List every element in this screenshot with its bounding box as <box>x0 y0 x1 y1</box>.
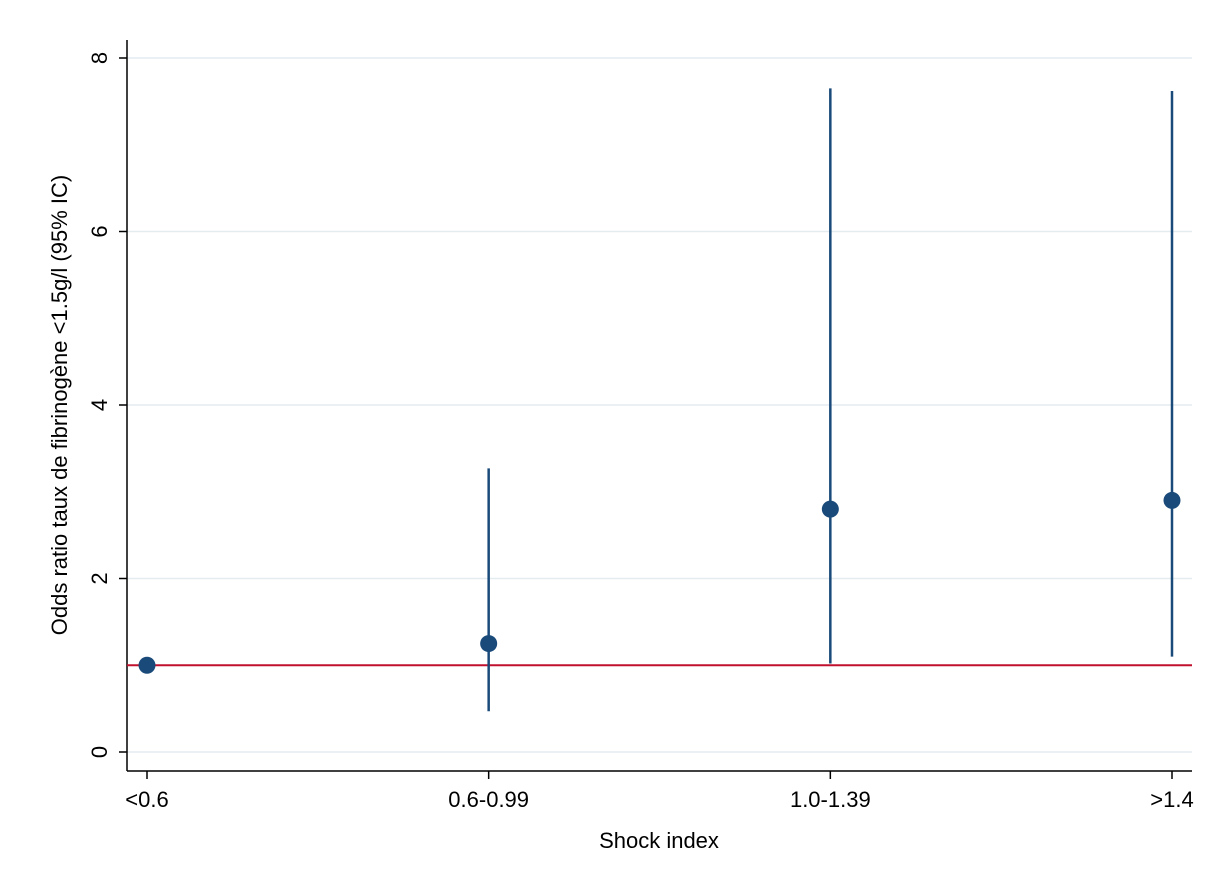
y-tick-label: 0 <box>87 746 112 758</box>
x-axis-title: Shock index <box>599 828 719 853</box>
x-tick-label: 0.6-0.99 <box>448 787 529 812</box>
data-point <box>1163 491 1181 509</box>
x-tick-label: <0.6 <box>125 787 168 812</box>
data-marks <box>138 88 1181 712</box>
data-point <box>480 635 498 653</box>
x-tick-label: 1.0-1.39 <box>790 787 871 812</box>
x-tick-label: >1.4 <box>1150 787 1193 812</box>
y-axis-title: Odds ratio taux de fibrinogène <1.5g/l (… <box>47 175 72 635</box>
data-point <box>821 500 839 518</box>
y-tick-label: 6 <box>87 225 112 237</box>
data-point <box>138 656 156 674</box>
grid-lines <box>127 57 1192 753</box>
y-tick-label: 8 <box>87 52 112 64</box>
y-tick-label: 2 <box>87 572 112 584</box>
y-tick-label: 4 <box>87 399 112 411</box>
axes: 0 2 4 6 8 <0.6 0.6-0.99 1.0-1.39 >1.4 <box>87 40 1194 812</box>
